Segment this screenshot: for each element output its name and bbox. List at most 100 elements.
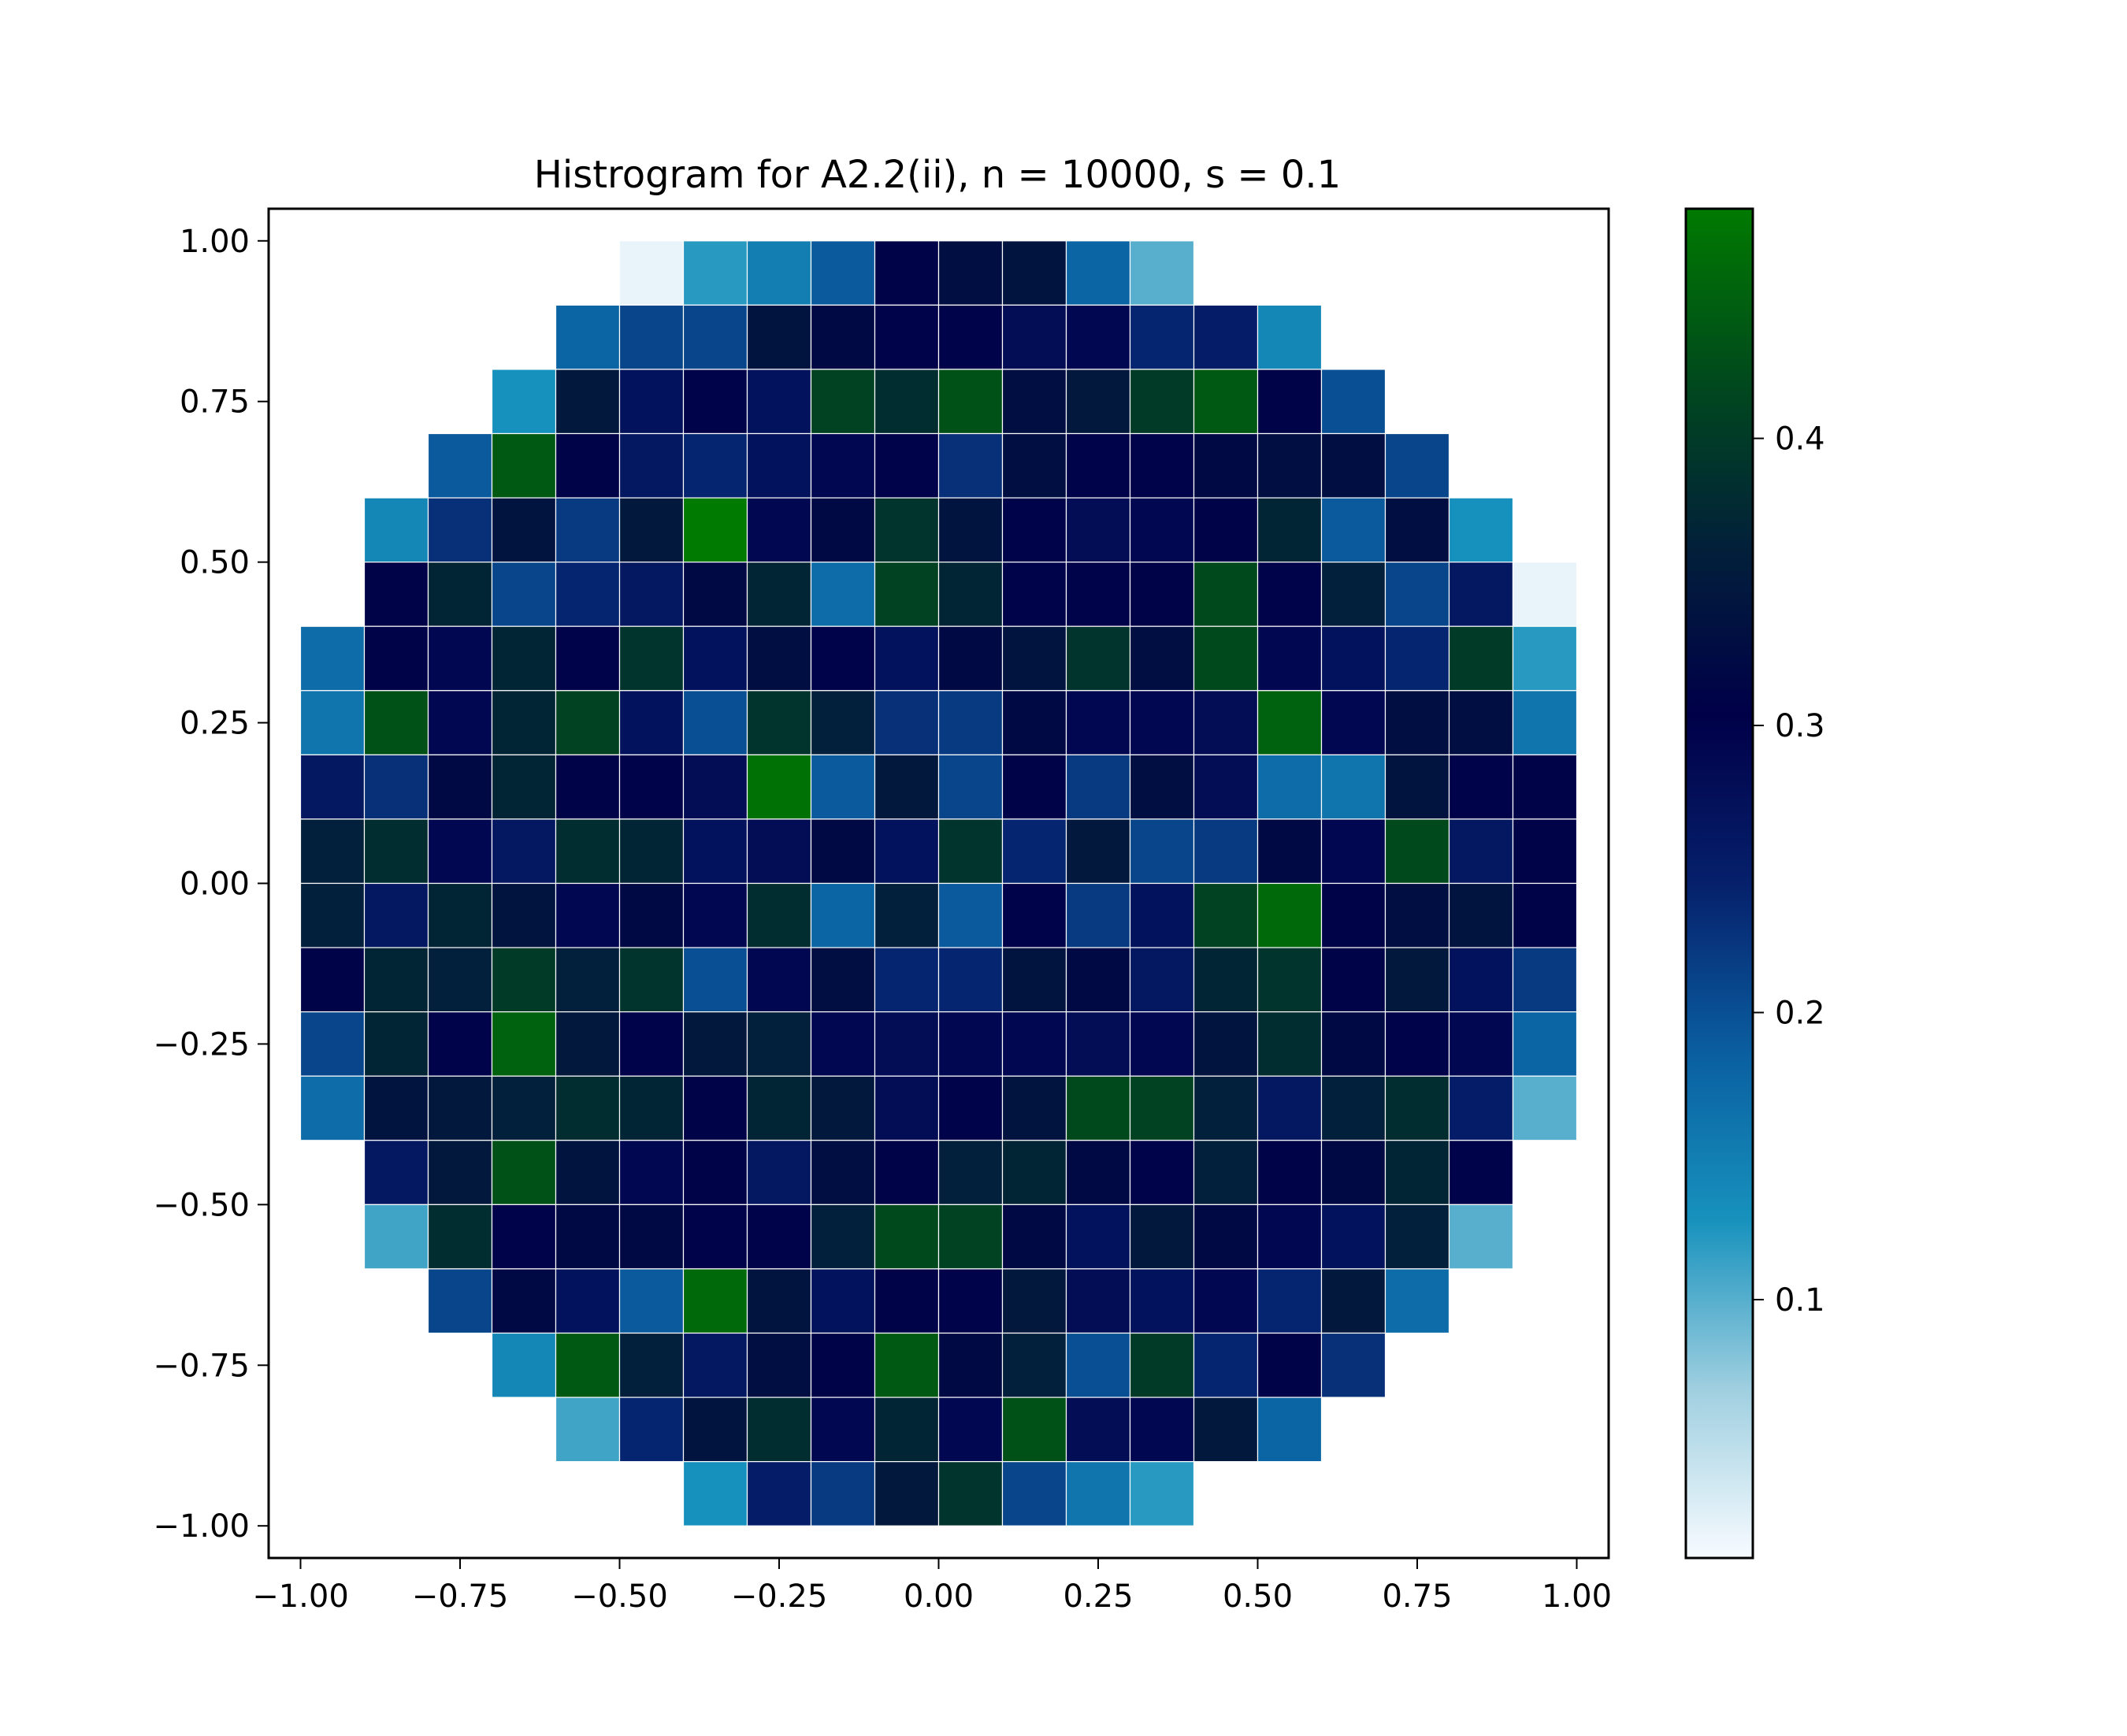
heatmap-cell bbox=[874, 947, 940, 1013]
heatmap-cell bbox=[618, 1140, 685, 1205]
heatmap-cell bbox=[1320, 625, 1386, 692]
heatmap-cell bbox=[1257, 625, 1323, 692]
heatmap-cell bbox=[1129, 1075, 1195, 1141]
heatmap-cell bbox=[427, 754, 493, 820]
heatmap-cell bbox=[1384, 690, 1450, 755]
heatmap-cell bbox=[1448, 562, 1514, 627]
heatmap-cell bbox=[618, 369, 685, 435]
heatmap-cell bbox=[682, 369, 748, 435]
heatmap-cell bbox=[937, 432, 1004, 499]
heatmap-cell bbox=[937, 1332, 1004, 1398]
heatmap-cell bbox=[810, 562, 876, 627]
heatmap-cell bbox=[1257, 690, 1323, 755]
heatmap-cell bbox=[299, 818, 366, 885]
heatmap-cell bbox=[491, 1268, 557, 1334]
heatmap-cell bbox=[1129, 1461, 1195, 1526]
heatmap-cell bbox=[363, 1140, 429, 1205]
heatmap-cell bbox=[1001, 562, 1067, 627]
heatmap-cell bbox=[1448, 947, 1514, 1013]
heatmap-cell bbox=[618, 240, 685, 306]
heatmap-cell bbox=[937, 690, 1004, 755]
heatmap-cell bbox=[1001, 1140, 1067, 1205]
heatmap-cell bbox=[937, 947, 1004, 1013]
heatmap-cell bbox=[874, 240, 940, 306]
heatmap-cell bbox=[363, 1011, 429, 1077]
heatmap-cell bbox=[1448, 882, 1514, 948]
y-tick-label: 0.25 bbox=[180, 706, 250, 742]
heatmap-cell bbox=[937, 1204, 1004, 1270]
heatmap-cell bbox=[555, 882, 621, 948]
heatmap-cell bbox=[1129, 369, 1195, 435]
heatmap-cell bbox=[682, 1204, 748, 1270]
heatmap-cell bbox=[1320, 882, 1386, 948]
heatmap-cell bbox=[682, 1011, 748, 1077]
heatmap-cell bbox=[1065, 432, 1131, 499]
heatmap-cell bbox=[1512, 562, 1578, 627]
heatmap-cell bbox=[1512, 818, 1578, 885]
heatmap-cells bbox=[299, 240, 1578, 1526]
heatmap-cell bbox=[1257, 1140, 1323, 1205]
heatmap-cell bbox=[746, 1140, 812, 1205]
heatmap-cell bbox=[618, 625, 685, 692]
heatmap-cell bbox=[1129, 1332, 1195, 1398]
heatmap-cell bbox=[491, 369, 557, 435]
heatmap-cell bbox=[1065, 1204, 1131, 1270]
heatmap-cell bbox=[810, 1204, 876, 1270]
y-tick-label: 1.00 bbox=[180, 224, 250, 260]
x-tick-label: −0.50 bbox=[571, 1578, 668, 1615]
heatmap-cell bbox=[1320, 1204, 1386, 1270]
x-tick-label: −1.00 bbox=[252, 1578, 349, 1615]
heatmap-cell bbox=[1384, 754, 1450, 820]
heatmap-cell bbox=[363, 625, 429, 692]
heatmap-cell bbox=[1001, 369, 1067, 435]
heatmap-cell bbox=[682, 1332, 748, 1398]
heatmap-cell bbox=[746, 304, 812, 370]
heatmap-cell bbox=[1384, 1011, 1450, 1077]
heatmap-cell bbox=[1257, 1204, 1323, 1270]
heatmap-cell bbox=[491, 818, 557, 885]
heatmap-cell bbox=[618, 1332, 685, 1398]
heatmap-cell bbox=[555, 1204, 621, 1270]
heatmap-cell bbox=[299, 754, 366, 820]
heatmap-cell bbox=[1448, 1204, 1514, 1270]
heatmap-cell bbox=[427, 818, 493, 885]
heatmap-cell bbox=[1129, 690, 1195, 755]
colorbar-tick-label: 0.1 bbox=[1775, 1282, 1825, 1319]
heatmap-cell bbox=[491, 1204, 557, 1270]
heatmap-cell bbox=[1193, 1397, 1259, 1463]
heatmap-cell bbox=[1257, 818, 1323, 885]
heatmap-cell bbox=[874, 1397, 940, 1463]
heatmap-cell bbox=[746, 369, 812, 435]
y-tick-label: 0.75 bbox=[180, 384, 250, 421]
heatmap-cell bbox=[555, 1140, 621, 1205]
heatmap-cell bbox=[1065, 1268, 1131, 1334]
heatmap-cell bbox=[491, 432, 557, 499]
x-tick-label: 1.00 bbox=[1542, 1578, 1612, 1615]
heatmap-cell bbox=[682, 497, 748, 563]
heatmap-cell bbox=[427, 497, 493, 563]
heatmap-cell bbox=[746, 1332, 812, 1398]
heatmap-cell bbox=[1320, 1011, 1386, 1077]
heatmap-cell bbox=[1129, 562, 1195, 627]
heatmap-cell bbox=[682, 690, 748, 755]
heatmap-cell bbox=[299, 1075, 366, 1141]
heatmap-cell bbox=[874, 1075, 940, 1141]
heatmap-cell bbox=[1448, 690, 1514, 755]
heatmap-cell bbox=[810, 369, 876, 435]
heatmap-cell bbox=[1257, 947, 1323, 1013]
heatmap-cell bbox=[1001, 497, 1067, 563]
heatmap-cell bbox=[746, 432, 812, 499]
heatmap-cell bbox=[937, 1011, 1004, 1077]
heatmap-cell bbox=[427, 690, 493, 755]
heatmap-cell bbox=[427, 1204, 493, 1270]
heatmap-cell bbox=[491, 1075, 557, 1141]
heatmap-cell bbox=[874, 882, 940, 948]
heatmap-cell bbox=[427, 1075, 493, 1141]
heatmap-cell bbox=[1512, 947, 1578, 1013]
heatmap-cell bbox=[618, 497, 685, 563]
heatmap-cell bbox=[1512, 625, 1578, 692]
heatmap-cell bbox=[1448, 497, 1514, 563]
heatmap-cell bbox=[618, 1204, 685, 1270]
heatmap-cell bbox=[491, 690, 557, 755]
heatmap-cell bbox=[555, 1268, 621, 1334]
